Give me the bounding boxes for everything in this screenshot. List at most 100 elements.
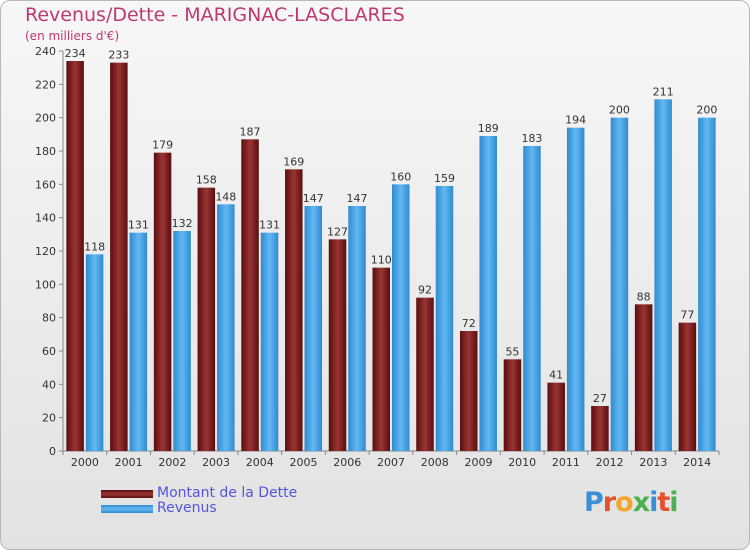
data-label-revenus: 147 <box>347 192 368 205</box>
x-tick-label: 2001 <box>115 456 143 469</box>
bar-revenus <box>654 99 672 451</box>
bar-revenus <box>610 117 629 452</box>
bar-revenus <box>85 254 104 451</box>
data-label-revenus: 131 <box>128 219 149 232</box>
x-tick-label: 2006 <box>333 456 361 469</box>
logo-letter: t <box>657 487 670 518</box>
data-label-dette: 110 <box>371 254 392 267</box>
bar-dette <box>678 322 697 451</box>
data-label-revenus: 200 <box>696 104 717 117</box>
legend-label-revenus: Revenus <box>157 500 217 516</box>
bar-dette <box>372 267 390 451</box>
data-label-dette: 187 <box>240 125 261 138</box>
data-label-revenus: 211 <box>653 85 674 98</box>
bar-dette <box>285 169 303 452</box>
data-label-revenus: 200 <box>609 104 630 117</box>
x-tick-label: 2002 <box>158 456 186 469</box>
bar-revenus <box>348 206 366 451</box>
y-tick-label: 20 <box>42 412 56 425</box>
bar-revenus <box>523 146 541 451</box>
bar-revenus <box>129 232 148 451</box>
bar-dette <box>503 359 522 451</box>
bar-revenus <box>479 136 497 451</box>
x-tick-label: 2004 <box>246 456 274 469</box>
data-label-dette: 77 <box>680 309 694 322</box>
data-label-dette: 234 <box>65 47 86 60</box>
data-label-revenus: 194 <box>565 114 586 127</box>
bar-revenus <box>173 231 191 451</box>
y-tick-label: 200 <box>35 112 56 125</box>
y-tick-label: 40 <box>42 378 56 391</box>
data-label-dette: 88 <box>637 290 651 303</box>
legend-swatch-revenus <box>101 505 153 513</box>
chart-title: Revenus/Dette - MARIGNAC-LASCLARES <box>25 4 405 26</box>
y-tick-label: 180 <box>35 145 56 158</box>
bar-dette <box>110 62 128 452</box>
x-tick-label: 2000 <box>71 456 99 469</box>
bar-dette <box>328 239 347 451</box>
bar-revenus <box>698 117 716 452</box>
bar-revenus <box>260 232 279 451</box>
data-label-revenus: 160 <box>390 170 411 183</box>
y-tick-label: 120 <box>35 245 56 258</box>
x-tick-label: 2008 <box>421 456 449 469</box>
y-tick-label: 100 <box>35 278 56 291</box>
data-label-revenus: 148 <box>215 190 236 203</box>
data-label-revenus: 118 <box>84 240 105 253</box>
x-tick-label: 2014 <box>683 456 711 469</box>
logo-letter: r <box>602 487 616 518</box>
data-label-dette: 169 <box>283 155 304 168</box>
data-label-dette: 92 <box>418 284 432 297</box>
y-tick-label: 0 <box>49 445 56 458</box>
data-label-revenus: 147 <box>303 192 324 205</box>
proxiti-logo: Proxiti <box>584 487 679 518</box>
y-tick-label: 140 <box>35 212 56 225</box>
bar-dette <box>634 304 653 451</box>
logo-letter: x <box>632 487 650 518</box>
bar-dette <box>197 187 216 451</box>
y-tick-label: 220 <box>35 78 56 91</box>
data-label-dette: 41 <box>549 369 563 382</box>
data-label-dette: 179 <box>152 139 173 152</box>
bar-dette <box>416 297 434 451</box>
data-label-revenus: 132 <box>172 217 193 230</box>
bar-dette <box>66 61 84 451</box>
data-label-revenus: 183 <box>521 132 542 145</box>
bar-dette <box>591 406 609 451</box>
bar-revenus <box>566 127 585 452</box>
x-tick-label: 2012 <box>596 456 624 469</box>
x-tick-label: 2009 <box>464 456 492 469</box>
x-tick-label: 2010 <box>508 456 536 469</box>
logo-letter: P <box>584 487 604 518</box>
data-label-revenus: 131 <box>259 219 280 232</box>
bar-dette <box>241 139 259 452</box>
y-tick-label: 160 <box>35 178 56 191</box>
data-label-revenus: 189 <box>478 122 499 135</box>
x-tick-label: 2013 <box>639 456 667 469</box>
data-label-dette: 27 <box>593 392 607 405</box>
bar-revenus <box>217 204 235 451</box>
data-label-dette: 127 <box>327 225 348 238</box>
x-tick-label: 2005 <box>290 456 318 469</box>
bar-revenus <box>392 184 410 452</box>
x-tick-label: 2003 <box>202 456 230 469</box>
data-label-dette: 158 <box>196 174 217 187</box>
data-label-dette: 72 <box>462 317 476 330</box>
logo-letter: o <box>615 487 634 518</box>
bar-revenus <box>435 186 454 451</box>
bar-revenus <box>304 206 323 451</box>
y-tick-label: 60 <box>42 345 56 358</box>
bar-dette <box>153 152 172 451</box>
data-label-revenus: 159 <box>434 172 455 185</box>
legend-swatch-dette <box>101 490 153 498</box>
logo-letter: i <box>669 487 678 518</box>
logo-letter: i <box>649 487 658 518</box>
bar-dette <box>547 382 565 451</box>
x-tick-label: 2007 <box>377 456 405 469</box>
chart-subtitle: (en milliers d'€) <box>25 29 120 43</box>
y-tick-label: 240 <box>35 45 56 58</box>
data-label-dette: 233 <box>108 49 129 62</box>
bar-dette <box>459 331 478 451</box>
